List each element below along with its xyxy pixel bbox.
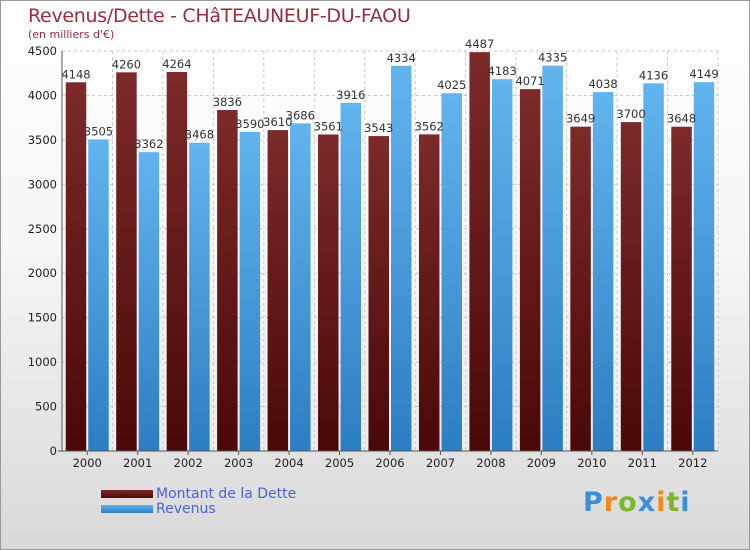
y-tick-label: 3500 xyxy=(28,133,57,147)
data-label-revenue: 3916 xyxy=(336,88,365,102)
bar-revenue xyxy=(189,142,210,451)
y-tick-label: 4500 xyxy=(28,44,57,58)
chart-title: Revenus/Dette - CHâTEAUNEUF-DU-FAOU xyxy=(28,5,411,27)
legend-swatch-revenue xyxy=(101,505,153,513)
data-label-revenue: 3686 xyxy=(286,108,315,122)
bar-revenue xyxy=(239,131,261,451)
bar-revenue xyxy=(491,79,513,451)
data-label-revenue: 4136 xyxy=(639,68,668,82)
bar-revenue xyxy=(88,139,109,451)
y-tick-label: 0 xyxy=(50,444,57,458)
bar-revenue xyxy=(290,123,311,451)
logo-letter: t xyxy=(666,487,681,518)
x-tick-label: 2002 xyxy=(174,456,203,470)
x-tick-label: 2003 xyxy=(224,456,253,470)
bar-revenue xyxy=(441,93,462,451)
bar-debt xyxy=(469,52,490,452)
legend-swatch-debt xyxy=(101,490,153,498)
x-tick-label: 2000 xyxy=(73,456,102,470)
bar-debt xyxy=(318,134,339,451)
x-tick-label: 2009 xyxy=(527,456,556,470)
data-label-revenue: 3505 xyxy=(84,124,113,138)
data-label-debt: 3610 xyxy=(263,115,292,129)
x-tick-label: 2001 xyxy=(123,456,152,470)
proxiti-logo: Proxiti xyxy=(583,487,691,518)
bar-debt xyxy=(116,72,137,451)
x-tick-label: 2004 xyxy=(274,456,303,470)
data-label-debt: 3649 xyxy=(566,112,595,126)
x-tick-label: 2010 xyxy=(577,456,606,470)
logo-letter: x xyxy=(637,487,657,518)
y-tick-label: 3000 xyxy=(28,177,57,191)
data-label-revenue: 4183 xyxy=(488,64,517,78)
x-tick-label: 2008 xyxy=(476,456,505,470)
data-label-revenue: 4025 xyxy=(437,78,466,92)
data-label-debt: 3700 xyxy=(616,107,645,121)
y-tick-label: 1000 xyxy=(28,355,57,369)
data-label-debt: 4487 xyxy=(465,37,494,51)
bar-revenue xyxy=(340,102,362,452)
logo-letter: r xyxy=(603,487,619,518)
data-label-debt: 4148 xyxy=(61,67,90,81)
bar-revenue xyxy=(138,152,160,451)
bar-debt xyxy=(620,122,642,451)
data-label-revenue: 4335 xyxy=(538,51,567,65)
legend-label-revenue: Revenus xyxy=(156,501,216,517)
logo-letter: P xyxy=(583,487,604,518)
data-label-revenue: 3590 xyxy=(235,117,264,131)
logo-letter: i xyxy=(680,487,691,518)
data-label-debt: 4071 xyxy=(515,74,544,88)
x-tick-label: 2012 xyxy=(678,456,707,470)
data-label-revenue: 3468 xyxy=(185,128,214,142)
bar-revenue xyxy=(643,83,664,451)
logo-letter: i xyxy=(656,487,667,518)
data-label-debt: 3648 xyxy=(667,112,696,126)
bar-debt xyxy=(368,136,389,452)
bar-debt xyxy=(418,134,440,451)
bar-debt xyxy=(570,126,591,452)
bar-debt xyxy=(519,89,541,451)
data-label-debt: 3836 xyxy=(213,95,242,109)
y-tick-label: 1500 xyxy=(28,311,57,325)
y-tick-label: 500 xyxy=(35,400,57,414)
x-tick-label: 2011 xyxy=(628,456,657,470)
data-label-debt: 3562 xyxy=(415,119,444,133)
x-tick-label: 2007 xyxy=(426,456,455,470)
data-label-revenue: 3362 xyxy=(134,137,163,151)
bar-revenue xyxy=(592,92,614,452)
bar-debt xyxy=(217,110,238,452)
y-tick-label: 4000 xyxy=(28,88,57,102)
legend-label-debt: Montant de la Dette xyxy=(156,486,297,502)
bar-debt xyxy=(166,71,188,451)
bar-revenue xyxy=(391,65,412,451)
y-tick-label: 2000 xyxy=(28,266,57,280)
data-label-revenue: 4149 xyxy=(689,67,718,81)
bar-debt xyxy=(267,130,289,451)
chart-subtitle: (en milliers d'€) xyxy=(28,28,115,41)
bar-debt xyxy=(671,126,692,451)
x-tick-label: 2006 xyxy=(375,456,404,470)
x-tick-label: 2005 xyxy=(325,456,354,470)
data-label-debt: 3561 xyxy=(314,119,343,133)
data-label-debt: 3543 xyxy=(364,121,393,135)
data-label-revenue: 4334 xyxy=(387,51,416,65)
bar-revenue xyxy=(542,65,563,452)
data-label-debt: 4260 xyxy=(112,57,141,71)
y-tick-label: 2500 xyxy=(28,222,57,236)
logo-letter: o xyxy=(618,487,638,518)
bar-revenue xyxy=(693,82,715,451)
bar-debt xyxy=(65,82,87,452)
data-label-debt: 4264 xyxy=(162,57,191,71)
data-label-revenue: 4038 xyxy=(588,77,617,91)
